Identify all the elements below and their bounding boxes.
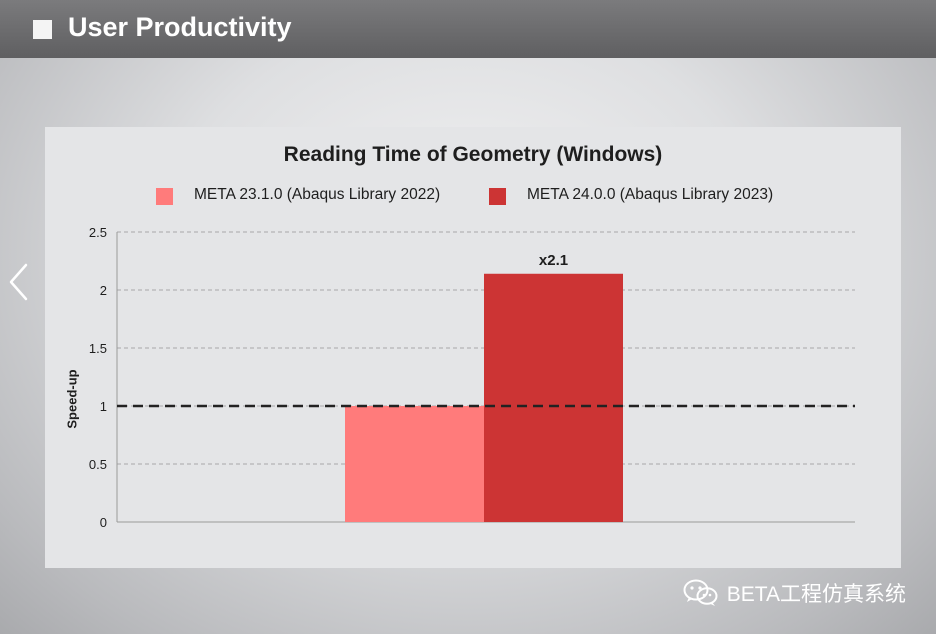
y-tick-label: 2.5 [89, 225, 107, 240]
y-tick-label: 1 [100, 399, 107, 414]
chart-title: Reading Time of Geometry (Windows) [283, 143, 663, 166]
header-square-icon [33, 20, 52, 39]
legend-swatch-series-1 [156, 188, 173, 205]
slide-title: User Productivity [68, 12, 292, 42]
watermark: BETA工程仿真系统 [683, 578, 906, 608]
y-tick-label: 0.5 [89, 457, 107, 472]
bar-series-1 [345, 406, 484, 522]
wechat-icon [683, 579, 718, 606]
legend-swatch-series-2 [489, 188, 506, 205]
y-tick-label: 0 [100, 515, 107, 530]
y-tick-label: 2 [100, 283, 107, 298]
watermark-text: BETA工程仿真系统 [726, 583, 906, 606]
y-tick-label: 1.5 [89, 341, 107, 356]
previous-slide-arrow-icon[interactable] [6, 262, 30, 302]
legend-label-series-2: META 24.0.0 (Abaqus Library 2023) [527, 186, 774, 203]
bar-chart: 0 0.5 1 1.5 2 2.5 x2.1 [89, 225, 855, 530]
data-label: x2.1 [539, 252, 568, 269]
bar-series-2 [484, 273, 623, 522]
legend-label-series-1: META 23.1.0 (Abaqus Library 2022) [194, 186, 441, 203]
chart-panel: Reading Time of Geometry (Windows) META … [45, 127, 901, 568]
slide-header: User Productivity [0, 0, 936, 58]
